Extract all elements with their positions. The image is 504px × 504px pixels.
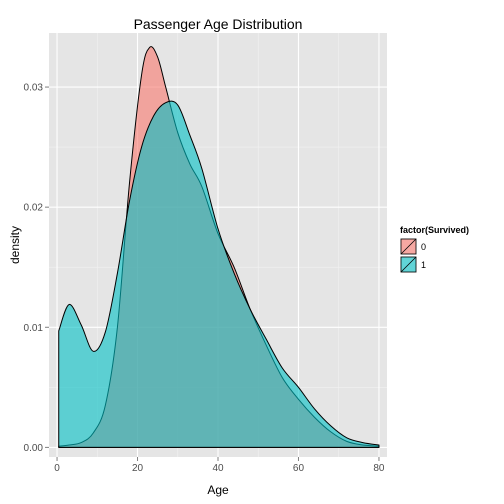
legend-key-1 [400, 256, 417, 273]
x-tick-label: 80 [373, 463, 385, 474]
legend-key-slash [400, 238, 417, 255]
legend-key-0 [400, 238, 417, 255]
density-areas [58, 46, 380, 448]
legend: factor(Survived) 01 [400, 225, 469, 273]
legend-entries: 01 [400, 238, 426, 273]
x-axis-ticks: 0 20 40 60 80 [54, 457, 385, 474]
y-axis-ticks: 0.00 0.01 0.02 0.03 [24, 83, 49, 454]
y-tick-label: 0.03 [24, 83, 44, 94]
y-axis-title: density [8, 226, 22, 264]
x-tick-label: 40 [212, 463, 224, 474]
x-axis-title: Age [207, 483, 229, 497]
legend-title: factor(Survived) [400, 225, 469, 235]
legend-key-slash [400, 256, 417, 273]
chart-title: Passenger Age Distribution [134, 16, 303, 32]
y-tick-label: 0.02 [24, 203, 44, 214]
y-tick-label: 0.00 [24, 443, 44, 454]
x-tick-label: 0 [54, 463, 60, 474]
y-tick-label: 0.01 [24, 323, 44, 334]
density-area-1 [58, 100, 380, 448]
legend-label-1: 1 [421, 260, 426, 270]
legend-label-0: 0 [421, 242, 426, 252]
x-tick-label: 20 [132, 463, 144, 474]
x-tick-label: 60 [293, 463, 305, 474]
